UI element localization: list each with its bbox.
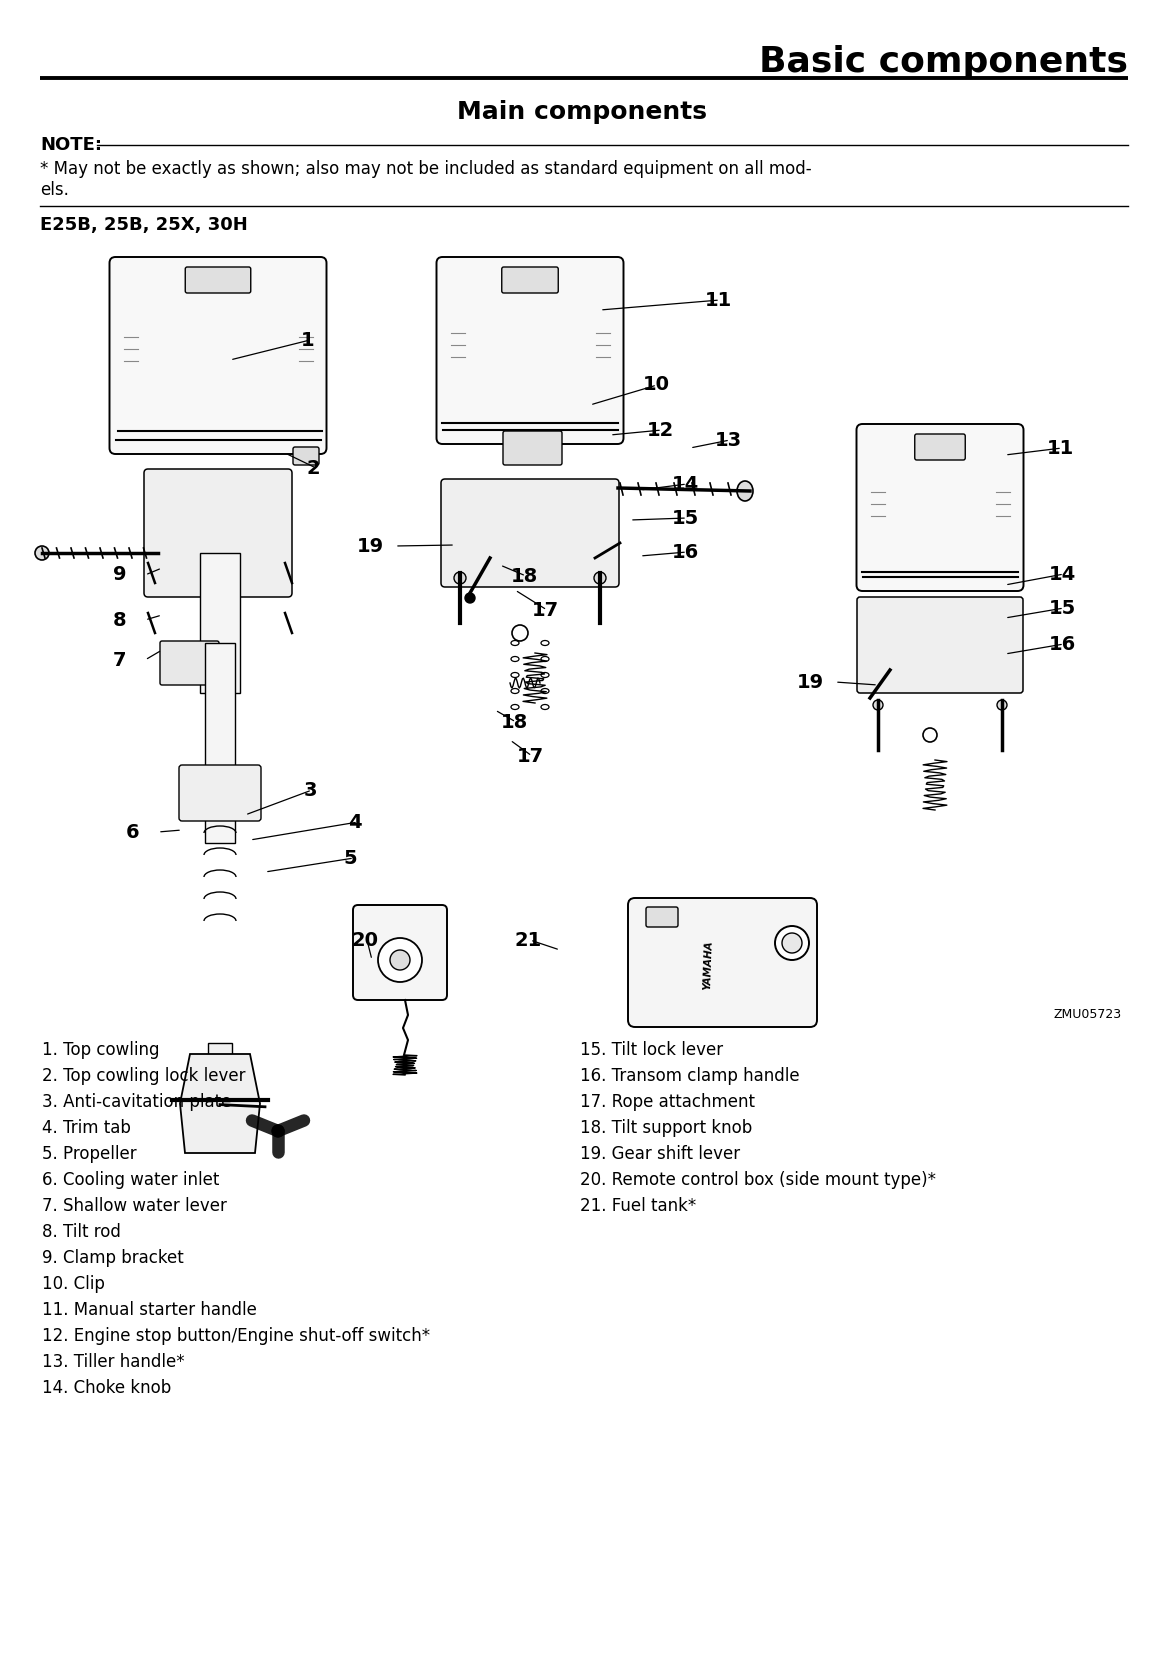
Text: 4: 4 — [348, 813, 362, 831]
Text: 11. Manual starter handle: 11. Manual starter handle — [42, 1301, 257, 1319]
FancyBboxPatch shape — [293, 446, 319, 464]
FancyBboxPatch shape — [857, 597, 1023, 693]
Text: 14: 14 — [672, 474, 698, 494]
Circle shape — [594, 572, 606, 584]
Circle shape — [390, 950, 410, 970]
Text: 8: 8 — [113, 610, 127, 630]
Text: 21: 21 — [514, 931, 541, 949]
Circle shape — [782, 932, 802, 954]
Text: 17. Rope attachment: 17. Rope attachment — [580, 1093, 755, 1111]
Text: 21. Fuel tank*: 21. Fuel tank* — [580, 1197, 696, 1215]
Text: 1. Top cowling: 1. Top cowling — [42, 1041, 159, 1060]
Text: 9. Clamp bracket: 9. Clamp bracket — [42, 1250, 184, 1266]
Text: 12: 12 — [646, 420, 674, 440]
Text: 13. Tiller handle*: 13. Tiller handle* — [42, 1354, 185, 1370]
Text: 15: 15 — [672, 509, 698, 527]
FancyBboxPatch shape — [441, 479, 619, 587]
FancyBboxPatch shape — [646, 907, 677, 927]
Text: 4. Trim tab: 4. Trim tab — [42, 1119, 130, 1137]
Text: 14: 14 — [1049, 565, 1076, 584]
Text: 20. Remote control box (side mount type)*: 20. Remote control box (side mount type)… — [580, 1170, 936, 1189]
Text: 18: 18 — [510, 567, 538, 585]
Circle shape — [272, 1126, 284, 1137]
Bar — [205, 643, 235, 843]
Circle shape — [512, 625, 528, 641]
Text: 18. Tilt support knob: 18. Tilt support knob — [580, 1119, 752, 1137]
Text: ZMU05723: ZMU05723 — [1053, 1008, 1122, 1022]
Text: 5. Propeller: 5. Propeller — [42, 1146, 136, 1164]
Circle shape — [923, 727, 937, 742]
Text: * May not be exactly as shown; also may not be included as standard equipment on: * May not be exactly as shown; also may … — [40, 160, 811, 179]
FancyBboxPatch shape — [159, 641, 219, 684]
Text: 8. Tilt rod: 8. Tilt rod — [42, 1223, 121, 1241]
Text: els.: els. — [40, 180, 69, 198]
FancyBboxPatch shape — [185, 268, 250, 293]
Text: 1: 1 — [301, 331, 314, 349]
Text: 17: 17 — [532, 600, 559, 620]
Text: 18: 18 — [501, 712, 527, 732]
Text: 3. Anti-cavitation plate: 3. Anti-cavitation plate — [42, 1093, 232, 1111]
Circle shape — [464, 593, 475, 603]
FancyBboxPatch shape — [109, 256, 326, 455]
Text: 11: 11 — [704, 291, 732, 309]
Text: 15. Tilt lock lever: 15. Tilt lock lever — [580, 1041, 723, 1060]
Text: 19: 19 — [796, 673, 824, 691]
Text: 16. Transom clamp handle: 16. Transom clamp handle — [580, 1066, 800, 1084]
Text: YAMAHA: YAMAHA — [702, 941, 714, 990]
Text: 5: 5 — [343, 848, 357, 868]
Text: 12. Engine stop button/Engine shut-off switch*: 12. Engine stop button/Engine shut-off s… — [42, 1327, 431, 1346]
Circle shape — [378, 937, 423, 982]
Text: 17: 17 — [517, 747, 544, 765]
FancyBboxPatch shape — [179, 765, 261, 822]
Circle shape — [454, 572, 466, 584]
Text: Basic components: Basic components — [759, 45, 1128, 79]
Text: 16: 16 — [1049, 635, 1076, 653]
Circle shape — [35, 545, 49, 560]
Text: 2: 2 — [306, 458, 320, 478]
Polygon shape — [180, 1055, 260, 1154]
FancyBboxPatch shape — [436, 256, 624, 445]
Text: 10. Clip: 10. Clip — [42, 1274, 105, 1293]
Bar — [200, 554, 240, 693]
Text: 20: 20 — [352, 931, 378, 949]
Text: E25B, 25B, 25X, 30H: E25B, 25B, 25X, 30H — [40, 217, 248, 235]
Text: 19. Gear shift lever: 19. Gear shift lever — [580, 1146, 740, 1164]
Text: 3: 3 — [304, 780, 317, 800]
Text: 14. Choke knob: 14. Choke knob — [42, 1379, 171, 1397]
FancyBboxPatch shape — [503, 431, 562, 464]
Text: NOTE:: NOTE: — [40, 136, 102, 154]
FancyBboxPatch shape — [857, 425, 1023, 592]
FancyBboxPatch shape — [144, 469, 292, 597]
Circle shape — [998, 699, 1007, 711]
Text: 9: 9 — [113, 565, 127, 585]
FancyBboxPatch shape — [915, 435, 965, 460]
Text: 6: 6 — [126, 823, 140, 841]
FancyBboxPatch shape — [353, 904, 447, 1000]
Text: 7. Shallow water lever: 7. Shallow water lever — [42, 1197, 227, 1215]
FancyBboxPatch shape — [502, 268, 559, 293]
FancyBboxPatch shape — [629, 898, 817, 1027]
Bar — [208, 1043, 232, 1109]
Text: 11: 11 — [1046, 438, 1073, 458]
Text: 10: 10 — [643, 375, 669, 395]
Text: Main components: Main components — [457, 99, 707, 124]
Circle shape — [873, 699, 883, 711]
Text: 6. Cooling water inlet: 6. Cooling water inlet — [42, 1170, 219, 1189]
Text: 2. Top cowling lock lever: 2. Top cowling lock lever — [42, 1066, 246, 1084]
Circle shape — [775, 926, 809, 960]
Text: 16: 16 — [672, 542, 698, 562]
Text: 7: 7 — [113, 651, 127, 669]
Text: 19: 19 — [356, 537, 384, 555]
Text: 13: 13 — [715, 430, 741, 450]
Circle shape — [154, 545, 170, 560]
Text: 15: 15 — [1049, 598, 1076, 618]
Ellipse shape — [737, 481, 753, 501]
